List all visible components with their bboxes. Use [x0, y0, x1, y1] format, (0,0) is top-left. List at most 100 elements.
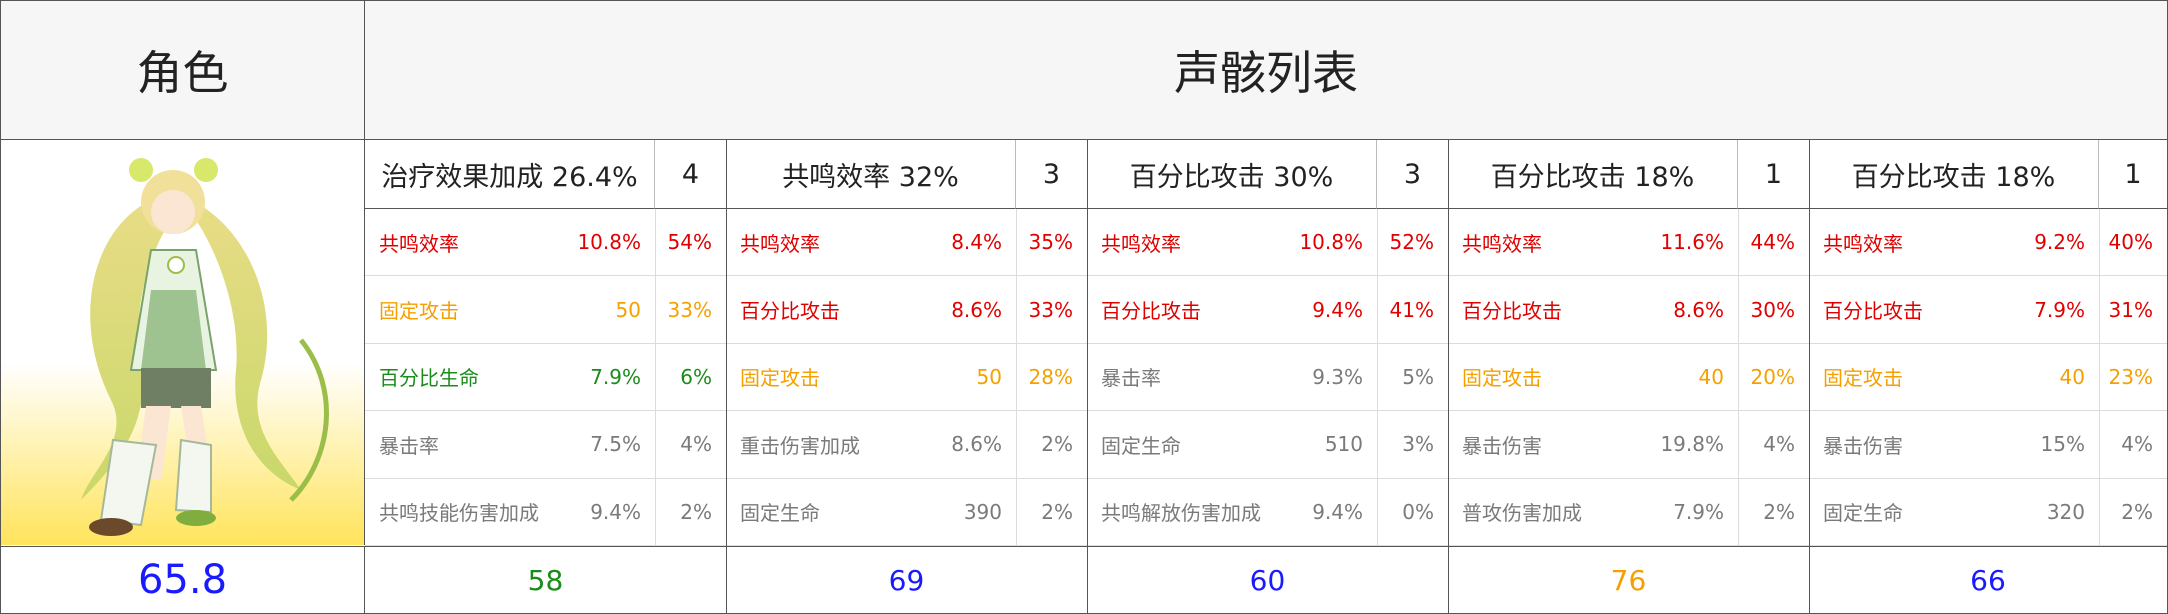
echo-list-header: 声骸列表 [365, 1, 2167, 140]
substat-value: 7.9% [1673, 499, 1724, 524]
substat-row: 百分比攻击 8.6% [1448, 276, 1738, 344]
substat-name: 固定攻击 [1462, 366, 1542, 391]
substat-row: 固定生命 390 [726, 479, 1016, 546]
substat-percentage: 2% [1016, 478, 1087, 546]
substat-value: 8.6% [951, 432, 1002, 457]
column-divider [1087, 139, 1088, 613]
substat-value: 10.8% [1299, 230, 1363, 255]
character-total-score: 65.8 [1, 546, 365, 613]
substat-row: 共鸣技能伤害加成 9.4% [365, 479, 655, 546]
column-divider [1448, 139, 1449, 613]
echo-cost: 3 [1377, 140, 1448, 209]
substat-row: 固定攻击 50 [726, 344, 1016, 412]
substat-value: 40 [2059, 364, 2085, 389]
substat-percentage: 44% [1738, 209, 1809, 277]
substat-row: 共鸣效率 11.6% [1448, 209, 1738, 277]
substat-value: 11.6% [1660, 230, 1724, 255]
substat-value: 9.4% [1312, 297, 1363, 322]
substat-name: 共鸣解放伤害加成 [1101, 501, 1261, 526]
substat-row: 共鸣效率 8.4% [726, 209, 1016, 277]
substat-percentage: 0% [1377, 478, 1448, 546]
echo-score: 76 [1448, 546, 1809, 613]
echo-main-stat: 百分比攻击 18% [1809, 140, 2099, 209]
substat-value: 19.8% [1660, 432, 1724, 457]
substat-name: 共鸣效率 [740, 231, 820, 256]
substat-row: 暴击伤害 19.8% [1448, 411, 1738, 479]
substat-percentage: 5% [1377, 343, 1448, 412]
substat-value: 9.3% [1312, 364, 1363, 389]
substat-percentage: 3% [1377, 411, 1448, 479]
substat-name: 共鸣效率 [379, 231, 459, 256]
substat-percentage: 6% [655, 343, 726, 412]
substat-percentage: 40% [2099, 209, 2167, 277]
role-header: 角色 [1, 1, 365, 140]
substat-value: 9.4% [590, 499, 641, 524]
substat-name: 共鸣效率 [1101, 231, 1181, 256]
substat-percentage: 33% [1016, 276, 1087, 344]
echo-score: 69 [726, 546, 1087, 613]
substat-percentage: 33% [655, 276, 726, 344]
substat-percentage: 2% [1738, 478, 1809, 546]
substat-value: 50 [976, 364, 1002, 389]
substat-percentage: 52% [1377, 209, 1448, 277]
substat-row: 共鸣解放伤害加成 9.4% [1087, 479, 1377, 546]
substat-percentage: 2% [2099, 478, 2167, 546]
substat-name: 共鸣效率 [1462, 231, 1542, 256]
substat-value: 10.8% [577, 230, 641, 255]
substat-percentage: 4% [655, 411, 726, 479]
substat-percentage: 41% [1377, 276, 1448, 344]
character-illustration [1, 140, 364, 545]
substat-value: 8.6% [1673, 297, 1724, 322]
substat-value: 390 [963, 499, 1002, 524]
substat-name: 百分比攻击 [1101, 299, 1201, 324]
substat-percentage: 4% [1738, 411, 1809, 479]
substat-percentage: 2% [1016, 411, 1087, 479]
echo-main-stat: 百分比攻击 18% [1448, 140, 1738, 209]
substat-value: 8.4% [951, 230, 1002, 255]
column-divider [726, 139, 727, 613]
substat-percentage: 30% [1738, 276, 1809, 344]
substat-name: 百分比攻击 [1823, 299, 1923, 324]
substat-row: 暴击伤害 15% [1809, 411, 2099, 479]
echo-cost: 3 [1016, 140, 1087, 209]
substat-name: 固定生命 [1101, 433, 1181, 458]
echo-main-stat: 百分比攻击 30% [1087, 140, 1377, 209]
substat-row: 固定攻击 50 [365, 276, 655, 344]
substat-value: 7.9% [2034, 297, 2085, 322]
substat-value: 9.2% [2034, 230, 2085, 255]
substat-row: 共鸣效率 10.8% [365, 209, 655, 277]
substat-value: 15% [2040, 432, 2085, 457]
substat-value: 510 [1324, 432, 1363, 457]
substat-row: 百分比攻击 7.9% [1809, 276, 2099, 344]
column-divider [1809, 139, 1810, 613]
substat-row: 固定生命 510 [1087, 411, 1377, 479]
echo-cost: 1 [1738, 140, 1809, 209]
substat-name: 暴击伤害 [1823, 433, 1903, 458]
substat-name: 暴击率 [379, 433, 439, 458]
substat-row: 重击伤害加成 8.6% [726, 411, 1016, 479]
substat-value: 50 [615, 297, 641, 322]
substat-name: 暴击伤害 [1462, 433, 1542, 458]
substat-percentage: 2% [655, 478, 726, 546]
substat-percentage: 35% [1016, 209, 1087, 277]
substat-percentage: 31% [2099, 276, 2167, 344]
substat-row: 固定攻击 40 [1448, 344, 1738, 412]
substat-row: 固定生命 320 [1809, 479, 2099, 546]
substat-name: 百分比攻击 [740, 299, 840, 324]
substat-name: 固定攻击 [379, 299, 459, 324]
substat-percentage: 28% [1016, 343, 1087, 412]
substat-row: 百分比攻击 9.4% [1087, 276, 1377, 344]
echo-cost: 1 [2099, 140, 2167, 209]
substat-value: 40 [1698, 364, 1724, 389]
substat-name: 共鸣效率 [1823, 231, 1903, 256]
substat-row: 暴击率 9.3% [1087, 344, 1377, 412]
substat-percentage: 54% [655, 209, 726, 277]
substat-value: 9.4% [1312, 499, 1363, 524]
substat-name: 固定攻击 [740, 366, 820, 391]
substat-name: 暴击率 [1101, 366, 1161, 391]
substat-percentage: 23% [2099, 343, 2167, 412]
substat-value: 320 [2046, 499, 2085, 524]
echo-score: 66 [1809, 546, 2167, 613]
character-portrait [1, 140, 365, 545]
